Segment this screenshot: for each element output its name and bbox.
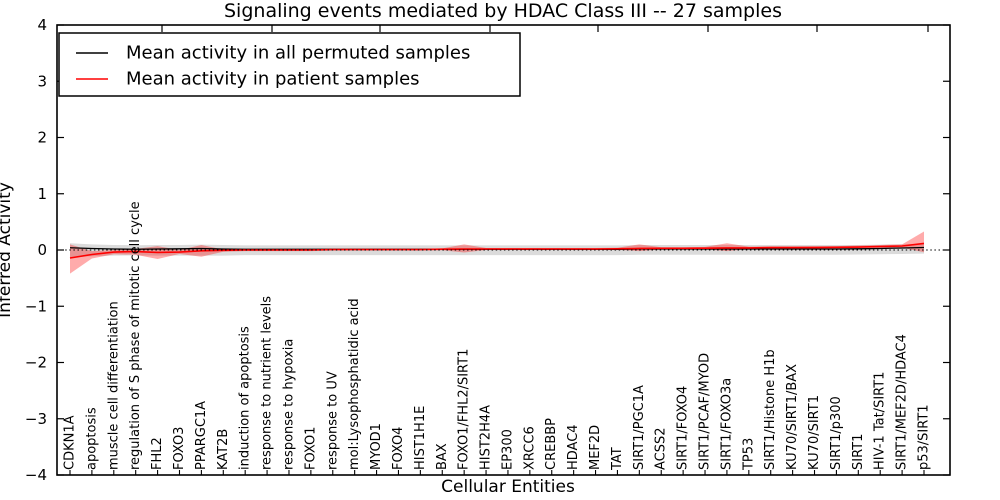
x-tick-label: KU70/SIRT1	[807, 395, 822, 470]
x-tick-label: FHL2	[150, 437, 165, 470]
y-tick-label: 4	[37, 16, 47, 34]
y-tick-labels: 4 3 2 1 0 −1 −2 −3 −4	[25, 16, 47, 484]
x-tick-label: MEF2D	[588, 425, 603, 470]
x-tick-label: ACSS2	[654, 427, 669, 470]
x-tick-label: FOXO3	[172, 427, 187, 470]
x-tick-label: SIRT1	[851, 434, 866, 470]
x-axis-label: Cellular Entities	[441, 477, 575, 497]
x-tick-label: XRCC6	[522, 426, 537, 470]
x-tick-label: SIRT1/PCAF/MYOD	[698, 353, 713, 470]
y-tick-label: −1	[25, 297, 47, 315]
y-tick-label: 2	[37, 129, 47, 147]
x-tick-label: KU70/SIRT1/BAX	[785, 364, 800, 470]
legend: Mean activity in all permuted samples Me…	[58, 32, 521, 97]
legend-label-permuted: Mean activity in all permuted samples	[126, 43, 470, 64]
x-tick-label: MYOD1	[369, 423, 384, 470]
y-axis-label: Inferred Activity	[0, 182, 15, 318]
series-lines	[57, 242, 950, 259]
x-tick-label: HIV-1 Tat/SIRT1	[873, 372, 888, 470]
x-tick-label: SIRT1/Histone H1b	[763, 349, 778, 470]
x-tick-label: response to UV	[325, 371, 340, 470]
y-tick-label: −2	[25, 354, 47, 372]
x-tick-label: SIRT1/p300	[829, 396, 844, 470]
x-tick-label: FOXO1	[303, 427, 318, 470]
legend-box	[58, 32, 521, 97]
x-tick-label: KAT2B	[216, 429, 231, 470]
y-tick-label: 3	[37, 72, 47, 90]
x-tick-label: HIST1H1E	[413, 406, 428, 470]
x-tick-label: CDKN1A	[63, 415, 78, 470]
x-tick-label: EP300	[500, 429, 515, 470]
x-tick-label: CREBBP	[544, 418, 559, 470]
confidence-bands	[70, 231, 924, 274]
y-tick-label: −4	[25, 466, 47, 484]
x-tick-label: SIRT1/MEF2D/HDAC4	[895, 334, 910, 470]
y-tick-label: 0	[37, 241, 47, 259]
x-tick-label: regulation of S phase of mitotic cell cy…	[128, 201, 143, 470]
y-tick-label: −3	[25, 410, 47, 428]
patient-mean-line	[69, 242, 925, 259]
x-tick-label: HIST2H4A	[479, 405, 494, 470]
x-tick-label: p53/SIRT1	[917, 404, 932, 470]
x-tick-label: HDAC4	[566, 424, 581, 470]
x-tick-label: response to hypoxia	[281, 339, 296, 470]
x-tick-label: induction of apoptosis	[238, 326, 253, 470]
x-tick-label: FOXO4	[391, 427, 406, 470]
x-tick-label: apoptosis	[84, 407, 99, 470]
x-tick-label: mol:Lysophosphatidic acid	[347, 298, 362, 470]
legend-label-patient: Mean activity in patient samples	[126, 69, 420, 90]
x-tick-label: muscle cell differentiation	[106, 301, 121, 470]
x-tick-label: SIRT1/FOXO4	[676, 386, 691, 470]
x-tick-label: PPARGC1A	[194, 401, 209, 470]
x-tick-label: BAX	[435, 443, 450, 470]
y-tick-label: 1	[37, 185, 47, 203]
x-tick-label: response to nutrient levels	[260, 296, 275, 470]
x-tick-label: SIRT1/PGC1A	[632, 385, 647, 470]
x-tick-labels: CDKN1A apoptosis muscle cell differentiati…	[63, 201, 932, 471]
x-tick-label: TP53	[741, 438, 756, 471]
axis-ticks	[57, 24, 950, 476]
x-tick-label: TAT	[610, 447, 625, 471]
x-tick-label: SIRT1/FOXO3a	[719, 378, 734, 470]
chart-title: Signaling events mediated by HDAC Class …	[224, 0, 782, 22]
x-tick-label: FOXO1/FHL2/SIRT1	[457, 349, 472, 470]
